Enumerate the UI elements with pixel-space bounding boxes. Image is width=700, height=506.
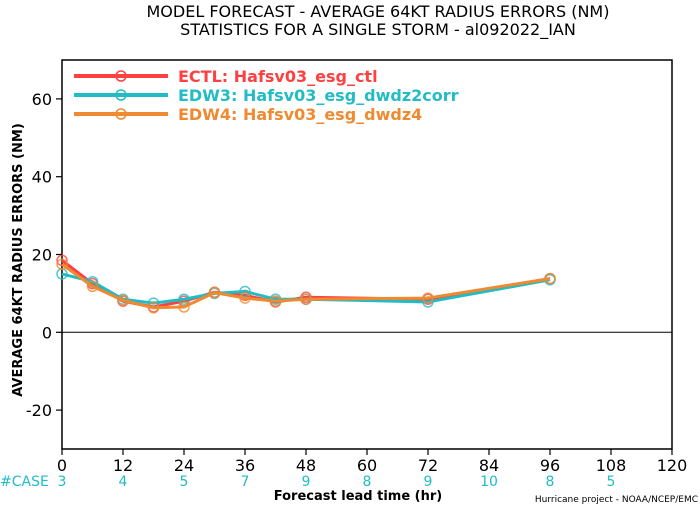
legend-label: ECTL: Hafsv03_esg_ctl xyxy=(178,67,378,86)
legend-label: EDW4: Hafsv03_esg_dwdz4 xyxy=(178,105,422,124)
x-tick-label: 108 xyxy=(596,456,627,475)
legend-marker xyxy=(115,108,127,120)
legend-label: EDW3: Hafsv03_esg_dwdz2corr xyxy=(178,86,459,105)
data-point xyxy=(208,286,221,299)
data-point xyxy=(239,285,251,298)
y-tick-label: -20 xyxy=(26,401,52,420)
case-count: 5 xyxy=(180,474,189,490)
data-point xyxy=(178,293,190,305)
series-edw4 xyxy=(56,258,556,314)
case-label: #CASE xyxy=(0,474,49,490)
case-count: 8 xyxy=(546,474,555,490)
axes: 0 12 24 36 48 60 72 84 96 108 120 -20 0 20 40 60 xyxy=(26,59,688,475)
data-point xyxy=(147,302,160,314)
chart-title: MODEL FORECAST - AVERAGE 64KT RADIUS ERR… xyxy=(147,2,610,21)
case-count: 8 xyxy=(363,474,372,490)
data-point xyxy=(117,294,129,307)
x-axis-label: Forecast lead time (hr) xyxy=(274,489,442,504)
case-count: 7 xyxy=(241,474,250,490)
data-point xyxy=(544,272,556,285)
case-count: 3 xyxy=(58,474,67,490)
series-layer xyxy=(56,254,556,314)
case-count: 5 xyxy=(607,474,616,490)
x-tick-label: 36 xyxy=(235,456,255,475)
y-tick-label: 20 xyxy=(32,246,52,265)
y-tick-label: 40 xyxy=(32,168,52,187)
series-line xyxy=(61,263,551,310)
credit-label: Hurricane project - NOAA/NCEP/EMC xyxy=(535,495,698,505)
x-tick-label: 48 xyxy=(296,456,316,475)
legend-marker xyxy=(115,89,127,101)
chart-subtitle: STATISTICS FOR A SINGLE STORM - al092022… xyxy=(180,20,576,40)
x-tick-label: 120 xyxy=(657,456,688,475)
y-tick-label: 0 xyxy=(42,323,52,342)
case-count: 4 xyxy=(119,474,128,490)
case-count: 9 xyxy=(302,474,311,490)
data-point xyxy=(300,293,312,305)
x-tick-label: 0 xyxy=(57,456,67,475)
data-point xyxy=(178,301,190,313)
data-point xyxy=(239,292,251,304)
x-tick-label: 96 xyxy=(540,456,560,475)
data-point xyxy=(56,258,68,270)
x-tick-label: 84 xyxy=(479,456,499,475)
y-tick-label: 60 xyxy=(32,90,52,109)
x-tick-label: 72 xyxy=(418,456,438,475)
y-axis-label: AVERAGE 64KT RADIUS ERRORS (NM) xyxy=(11,123,26,397)
x-tick-label: 24 xyxy=(174,456,194,475)
data-point xyxy=(86,280,99,293)
case-count: 9 xyxy=(424,474,433,490)
case-counts: #CASE 3 4 5 7 9 8 9 10 8 5 xyxy=(0,474,615,490)
data-point xyxy=(422,292,434,304)
x-tick-label: 60 xyxy=(357,456,377,475)
x-tick-label: 12 xyxy=(113,456,133,475)
case-count: 10 xyxy=(480,474,498,490)
legend-marker xyxy=(115,70,127,82)
data-point xyxy=(269,295,282,307)
